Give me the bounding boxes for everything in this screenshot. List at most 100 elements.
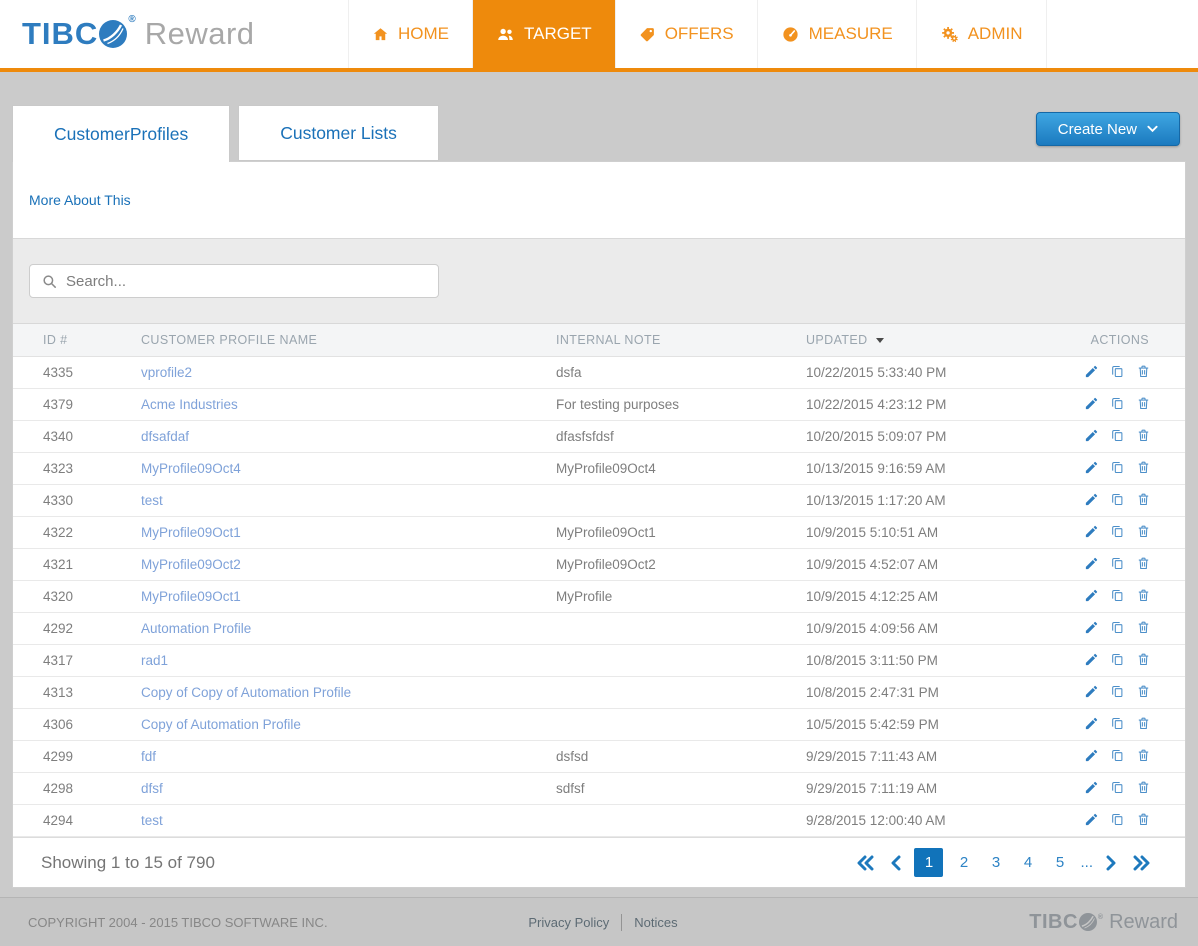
- previous-page-icon[interactable]: [887, 855, 905, 871]
- next-page-icon[interactable]: [1102, 855, 1120, 871]
- profile-name-link[interactable]: Acme Industries: [141, 397, 238, 412]
- profile-name-link[interactable]: Copy of Automation Profile: [141, 717, 301, 732]
- cell-id: 4294: [13, 804, 141, 837]
- edit-icon[interactable]: [1084, 812, 1099, 827]
- duplicate-icon[interactable]: [1110, 684, 1125, 699]
- delete-icon[interactable]: [1136, 588, 1151, 603]
- delete-icon[interactable]: [1136, 460, 1151, 475]
- duplicate-icon[interactable]: [1110, 588, 1125, 603]
- delete-icon[interactable]: [1136, 492, 1151, 507]
- profile-name-link[interactable]: Copy of Copy of Automation Profile: [141, 685, 352, 700]
- footer-logo-text-tibc: TIBC: [1029, 910, 1078, 933]
- delete-icon[interactable]: [1136, 620, 1151, 635]
- tab-customer-lists[interactable]: Customer Lists: [238, 105, 439, 161]
- duplicate-icon[interactable]: [1110, 364, 1125, 379]
- nav-item-admin[interactable]: ADMIN: [915, 0, 1046, 68]
- search-input[interactable]: [66, 272, 426, 290]
- column-header-name[interactable]: CUSTOMER PROFILE NAME: [141, 333, 318, 347]
- edit-icon[interactable]: [1084, 524, 1099, 539]
- column-header-id[interactable]: ID #: [43, 333, 68, 347]
- profile-name-link[interactable]: test: [141, 813, 163, 828]
- tab-label: Customer Lists: [280, 122, 397, 143]
- edit-icon[interactable]: [1084, 556, 1099, 571]
- duplicate-icon[interactable]: [1110, 524, 1125, 539]
- cell-actions: [1053, 580, 1185, 613]
- page-number-2[interactable]: 2: [959, 854, 969, 871]
- app-header: TIBC ® Reward HOME TARGET OFFERS MEAS: [0, 0, 1198, 72]
- first-page-icon[interactable]: [852, 855, 878, 871]
- cell-profile-name: MyProfile09Oct4: [141, 452, 556, 485]
- nav-item-target[interactable]: TARGET: [472, 0, 615, 68]
- profile-name-link[interactable]: test: [141, 493, 163, 508]
- create-new-button[interactable]: Create New: [1035, 112, 1180, 146]
- profile-name-link[interactable]: fdf: [141, 749, 157, 764]
- nav-item-offers[interactable]: OFFERS: [614, 0, 757, 68]
- edit-icon[interactable]: [1084, 780, 1099, 795]
- duplicate-icon[interactable]: [1110, 620, 1125, 635]
- edit-icon[interactable]: [1084, 652, 1099, 667]
- edit-icon[interactable]: [1084, 396, 1099, 411]
- delete-icon[interactable]: [1136, 716, 1151, 731]
- last-page-icon[interactable]: [1129, 855, 1155, 871]
- profile-name-link[interactable]: MyProfile09Oct1: [141, 589, 241, 604]
- page-number-5[interactable]: 5: [1055, 854, 1065, 871]
- profile-name-link[interactable]: dfsafdaf: [141, 429, 190, 444]
- profile-name-link[interactable]: rad1: [141, 653, 169, 668]
- duplicate-icon[interactable]: [1110, 428, 1125, 443]
- delete-icon[interactable]: [1136, 364, 1151, 379]
- cell-internal-note: dsfsd: [556, 740, 806, 773]
- delete-icon[interactable]: [1136, 396, 1151, 411]
- cell-updated: 10/8/2015 3:11:50 PM: [806, 644, 1053, 677]
- duplicate-icon[interactable]: [1110, 556, 1125, 571]
- duplicate-icon[interactable]: [1110, 492, 1125, 507]
- profile-name-link[interactable]: Automation Profile: [141, 621, 252, 636]
- cell-id: 4317: [13, 644, 141, 677]
- cell-actions: [1053, 516, 1185, 549]
- delete-icon[interactable]: [1136, 748, 1151, 763]
- edit-icon[interactable]: [1084, 364, 1099, 379]
- column-header-updated[interactable]: UPDATED: [806, 324, 1053, 357]
- delete-icon[interactable]: [1136, 652, 1151, 667]
- profile-name-link[interactable]: MyProfile09Oct1: [141, 525, 241, 540]
- edit-icon[interactable]: [1084, 428, 1099, 443]
- column-header-note[interactable]: INTERNAL NOTE: [556, 333, 661, 347]
- cell-internal-note: dsfa: [556, 356, 806, 389]
- tab-customer-profiles[interactable]: CustomerProfiles: [12, 105, 231, 162]
- duplicate-icon[interactable]: [1110, 748, 1125, 763]
- profile-name-link[interactable]: dfsf: [141, 781, 163, 796]
- table-row: 4317 rad1 10/8/2015 3:11:50 PM: [13, 644, 1185, 677]
- delete-icon[interactable]: [1136, 812, 1151, 827]
- delete-icon[interactable]: [1136, 556, 1151, 571]
- duplicate-icon[interactable]: [1110, 780, 1125, 795]
- edit-icon[interactable]: [1084, 620, 1099, 635]
- edit-icon[interactable]: [1084, 684, 1099, 699]
- duplicate-icon[interactable]: [1110, 396, 1125, 411]
- cell-id: 4313: [13, 676, 141, 709]
- edit-icon[interactable]: [1084, 748, 1099, 763]
- cell-id: 4322: [13, 516, 141, 549]
- nav-item-home[interactable]: HOME: [348, 0, 472, 68]
- privacy-policy-link[interactable]: Privacy Policy: [528, 914, 610, 930]
- duplicate-icon[interactable]: [1110, 812, 1125, 827]
- duplicate-icon[interactable]: [1110, 652, 1125, 667]
- delete-icon[interactable]: [1136, 684, 1151, 699]
- profile-name-link[interactable]: vprofile2: [141, 365, 193, 380]
- page-number-3[interactable]: 3: [991, 854, 1001, 871]
- page-number-1[interactable]: 1: [914, 848, 944, 877]
- profile-name-link[interactable]: MyProfile09Oct2: [141, 557, 241, 572]
- delete-icon[interactable]: [1136, 524, 1151, 539]
- delete-icon[interactable]: [1136, 428, 1151, 443]
- table-header-row: ID # CUSTOMER PROFILE NAME INTERNAL NOTE…: [13, 323, 1185, 357]
- page-number-4[interactable]: 4: [1023, 854, 1033, 871]
- duplicate-icon[interactable]: [1110, 716, 1125, 731]
- nav-item-measure[interactable]: MEASURE: [756, 0, 916, 68]
- notices-link[interactable]: Notices: [634, 914, 678, 930]
- edit-icon[interactable]: [1084, 588, 1099, 603]
- edit-icon[interactable]: [1084, 460, 1099, 475]
- delete-icon[interactable]: [1136, 780, 1151, 795]
- edit-icon[interactable]: [1084, 716, 1099, 731]
- edit-icon[interactable]: [1084, 492, 1099, 507]
- duplicate-icon[interactable]: [1110, 460, 1125, 475]
- profile-name-link[interactable]: MyProfile09Oct4: [141, 461, 241, 476]
- more-about-link[interactable]: More About This: [29, 192, 131, 208]
